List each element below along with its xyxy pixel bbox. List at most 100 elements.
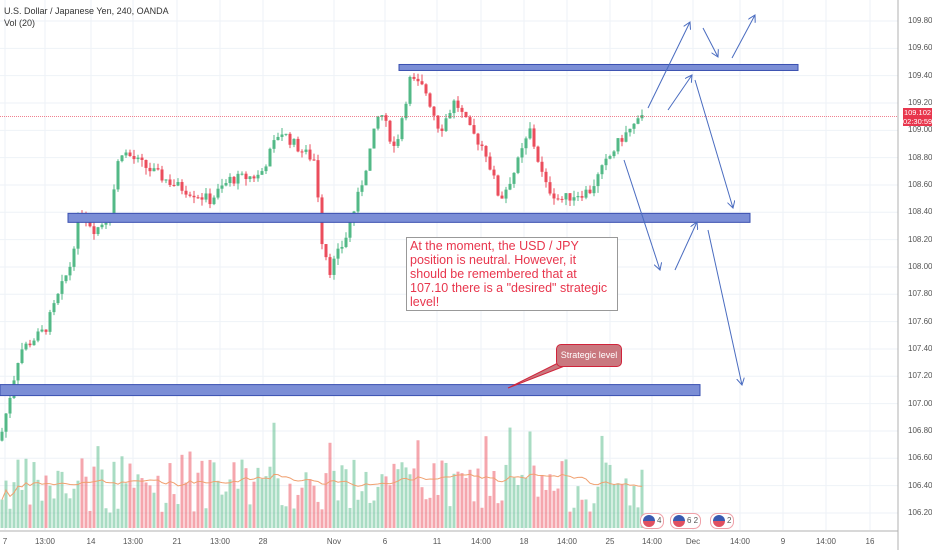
candle-body: [220, 185, 224, 189]
volume-bar: [452, 473, 456, 528]
candle-body: [580, 196, 584, 198]
volume-bar: [460, 473, 464, 528]
volume-bar: [380, 474, 384, 528]
volume-bar: [616, 483, 620, 528]
volume-bar: [620, 484, 624, 528]
candle-body: [248, 176, 252, 180]
candle-body: [572, 197, 576, 201]
candle-body: [400, 118, 404, 140]
volume-bar: [300, 487, 304, 528]
candle-body: [256, 174, 260, 179]
countdown-tag: 02:30:59: [903, 117, 932, 126]
volume-bar: [520, 474, 524, 528]
volume-bar: [568, 511, 572, 528]
candle-body: [524, 138, 528, 149]
candle-body: [532, 128, 536, 147]
volume-bar: [160, 511, 164, 528]
price-axis-label: 109.000: [908, 125, 932, 135]
candle-body: [584, 189, 588, 198]
event-flag-us-2[interactable]: 2: [710, 513, 735, 529]
candle-body: [616, 138, 620, 152]
candle-body: [304, 149, 308, 152]
candle-body: [332, 258, 336, 275]
price-axis-label: 106.800: [908, 425, 932, 435]
price-axis-label: 107.000: [908, 398, 932, 408]
volume-bar: [384, 476, 388, 528]
volume-bar: [112, 461, 116, 528]
candle-body: [568, 193, 572, 201]
price-axis-label: 109.400: [908, 70, 932, 80]
candle-body: [116, 161, 120, 190]
candle-body: [176, 182, 180, 186]
candle-body: [148, 167, 152, 172]
candle-body: [44, 329, 48, 332]
forecast-arrow: [694, 79, 733, 208]
candle-body: [492, 169, 496, 176]
volume-bar: [252, 481, 256, 528]
price-axis-label: 108.800: [908, 152, 932, 162]
time-axis-label: 6: [382, 537, 388, 546]
time-axis-label: 14:00: [729, 537, 751, 546]
event-flag-jp[interactable]: 6 2: [670, 513, 702, 529]
annotation-text[interactable]: At the moment, the USD / JPY position is…: [406, 237, 618, 311]
candle-body: [240, 173, 244, 175]
symbol-title: U.S. Dollar / Japanese Yen, 240, OANDA: [4, 6, 169, 16]
candle-body: [184, 190, 188, 195]
volume-bar: [176, 504, 180, 528]
candle-body: [528, 128, 532, 139]
candle-body: [520, 148, 524, 158]
volume-bar: [108, 512, 112, 528]
volume-bar: [508, 427, 512, 528]
candle-body: [212, 197, 216, 205]
volume-bar: [492, 471, 496, 528]
candle-body: [284, 133, 288, 135]
volume-bar: [596, 486, 600, 528]
strategic-level-callout[interactable]: Strategic level: [556, 344, 622, 367]
volume-bar: [180, 454, 184, 528]
volume-bar: [188, 451, 192, 528]
volume-bar: [208, 459, 212, 528]
volume-bar: [168, 463, 172, 528]
candle-body: [60, 281, 64, 294]
candle-body: [200, 197, 204, 200]
candle-body: [112, 189, 116, 220]
candle-body: [348, 222, 352, 238]
candle-body: [132, 156, 136, 160]
candle-body: [64, 275, 68, 282]
candle-body: [24, 343, 28, 350]
volume-bar: [560, 461, 564, 528]
volume-bar: [364, 471, 368, 528]
candle-body: [88, 221, 92, 227]
event-flag-us[interactable]: 4: [640, 513, 665, 529]
time-axis-label: 11: [432, 537, 442, 546]
candle-body: [548, 182, 552, 194]
volume-bar: [608, 464, 612, 528]
candle-body: [340, 246, 344, 249]
candle-body: [36, 331, 40, 341]
candle-body: [604, 158, 608, 166]
candle-body: [72, 248, 76, 267]
price-axis-label: 107.200: [908, 371, 932, 381]
candle-body: [444, 118, 448, 131]
candle-body: [408, 76, 412, 104]
volume-bar: [264, 476, 268, 528]
volume-bar: [80, 458, 84, 528]
candle-body: [360, 185, 364, 192]
candle-body: [560, 198, 564, 200]
volume-bar: [356, 499, 360, 528]
volume-bar: [288, 483, 292, 528]
volume-bar: [456, 471, 460, 528]
volume-bar: [276, 478, 280, 528]
volume-bar: [268, 466, 272, 528]
volume-bar: [548, 474, 552, 528]
volume-bar: [600, 435, 604, 528]
candle-body: [508, 183, 512, 190]
volume-bar: [172, 494, 176, 528]
volume-indicator-label[interactable]: Vol (20): [4, 18, 36, 28]
candle-body: [392, 141, 396, 146]
volume-bar: [416, 440, 420, 528]
candle-body: [428, 93, 432, 107]
candle-body: [324, 244, 328, 258]
